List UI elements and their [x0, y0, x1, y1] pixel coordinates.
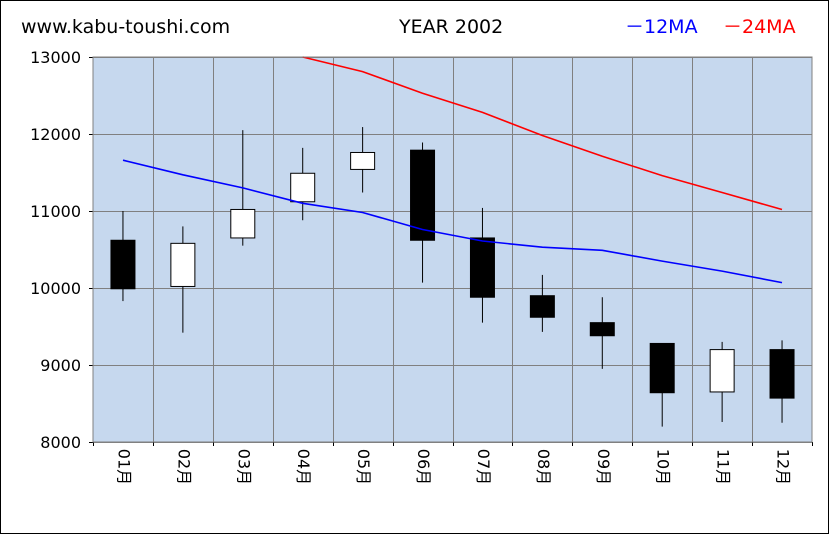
candle [709, 341, 735, 422]
x-tick-label: 11月 [714, 449, 733, 485]
candle-body [589, 322, 615, 337]
candle-body [529, 295, 555, 318]
x-tick-label: 01月 [114, 449, 133, 485]
legend-24ma: －24MA [723, 16, 796, 38]
candle-body [170, 242, 196, 287]
candle-body [110, 239, 136, 290]
ma-line-24ma [302, 56, 783, 211]
candle-body [350, 151, 376, 170]
x-tick-label: 06月 [414, 449, 433, 485]
candle [769, 340, 795, 423]
candle [110, 211, 136, 302]
candle [290, 147, 316, 221]
plot-area [93, 57, 812, 442]
candle-body [769, 349, 795, 399]
candle [529, 274, 555, 332]
y-tick-label: 8000 [40, 433, 81, 452]
legend-12ma: －12MA [625, 16, 698, 38]
x-tick-label: 04月 [294, 449, 313, 485]
y-tick-label: 11000 [30, 202, 81, 221]
candle-body [290, 172, 316, 203]
site-url: www.kabu-toushi.com [21, 16, 231, 38]
candle [410, 142, 436, 283]
x-tick-label: 12月 [774, 449, 793, 485]
x-tick-label: 09月 [594, 449, 613, 485]
x-tick-label: 03月 [234, 449, 253, 485]
candle-body [230, 208, 256, 239]
candle [589, 297, 615, 369]
candle-body [709, 349, 735, 393]
y-tick-label: 13000 [30, 48, 81, 67]
x-tick-label: 07月 [474, 449, 493, 485]
candle [170, 226, 196, 333]
y-tick-label: 10000 [30, 279, 81, 298]
x-axis: 01月 02月 03月 04月 05月 06月 07月 08月 09月 10月 11月 12月 [93, 442, 813, 485]
plot-border [92, 56, 813, 443]
candle-body [469, 237, 495, 298]
y-tick-label: 9000 [40, 356, 81, 375]
moving-averages [122, 56, 783, 284]
candles [110, 127, 795, 427]
candle-body [410, 149, 436, 241]
chart-title: YEAR 2002 [399, 16, 504, 38]
candle [469, 207, 495, 323]
ma-line-12ma [122, 159, 783, 284]
y-axis: 8000 9000 10000 11000 12000 13000 [30, 48, 93, 452]
y-tick-label: 12000 [30, 125, 81, 144]
x-tick-label: 05月 [354, 449, 373, 485]
candle-body [649, 342, 675, 394]
candle [649, 342, 675, 427]
x-tick-label: 02月 [174, 449, 193, 485]
candle [350, 127, 376, 193]
x-tick-label: 08月 [534, 449, 553, 485]
x-tick-label: 10月 [654, 449, 673, 485]
